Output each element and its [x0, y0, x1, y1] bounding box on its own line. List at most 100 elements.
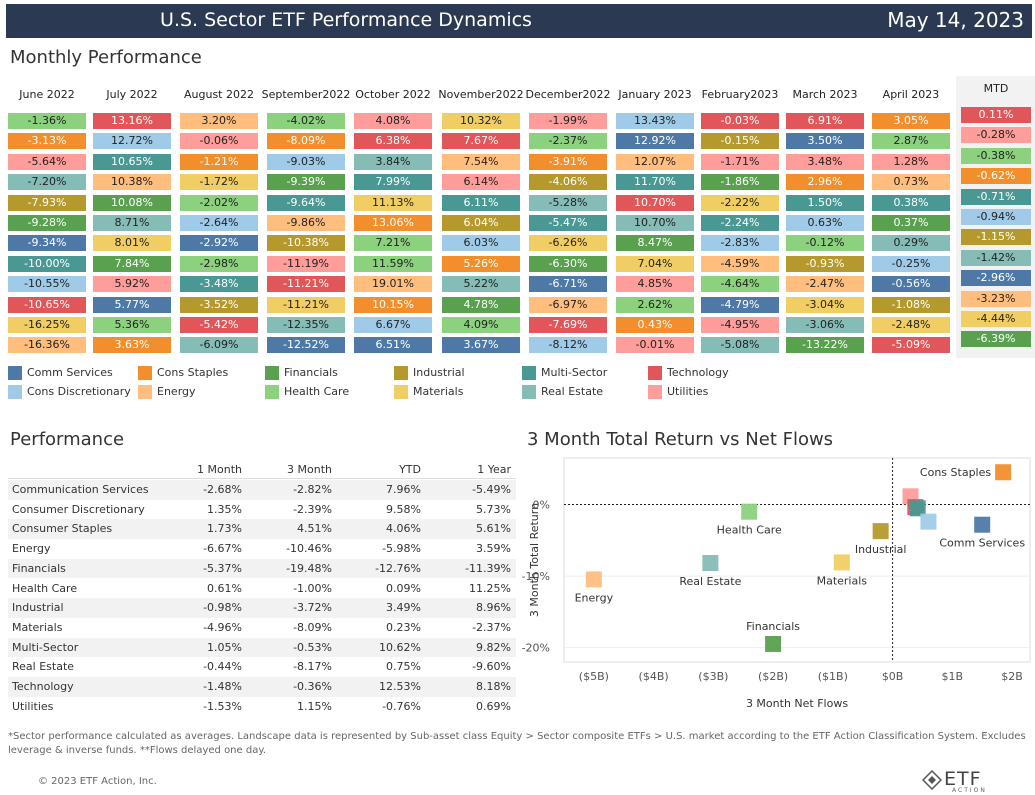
performance-value: -1.53% [203, 699, 242, 713]
performance-value: -5.49% [472, 483, 511, 496]
heatmap-cell: -6.39% [961, 331, 1031, 348]
performance-value: 0.69% [476, 699, 511, 713]
heatmap-cell: 10.70% [616, 215, 694, 231]
heatmap-cell: 7.84% [93, 255, 171, 272]
heatmap-cell: -0.94% [961, 209, 1031, 225]
performance-value: -0.76% [382, 699, 421, 713]
heatmap-cell: 3.20% [180, 113, 258, 129]
scatter-point [741, 503, 758, 520]
performance-value: 11.25% [469, 581, 511, 595]
heatmap-cell: -4.02% [267, 113, 345, 129]
legend-label: Financials [284, 366, 338, 379]
heatmap-cell: -0.38% [961, 147, 1031, 164]
sector-name: Communication Services [12, 483, 149, 496]
heatmap-cell: -2.47% [786, 276, 864, 293]
performance-value: -2.68% [203, 483, 242, 496]
heatmap-cell: -0.06% [180, 133, 258, 150]
heatmap-cell: 0.43% [616, 317, 694, 333]
heatmap-cell: -12.35% [267, 317, 345, 333]
heatmap-cell: -2.96% [961, 270, 1031, 287]
scatter-point [995, 464, 1012, 481]
scatter-point-label: Financials [746, 620, 800, 633]
heatmap-cell: -1.15% [961, 229, 1031, 246]
performance-value: -2.37% [472, 620, 511, 634]
scatter-title: 3 Month Total Return vs Net Flows [527, 429, 834, 450]
sector-name: Health Care [12, 581, 78, 595]
performance-value: 9.58% [386, 502, 421, 516]
y-tick-label: -20% [522, 642, 550, 655]
legend-label: Multi-Sector [541, 366, 608, 379]
heatmap-cell: 7.04% [616, 255, 694, 272]
scatter-point-label: Energy [575, 591, 614, 604]
heatmap-cell: -0.25% [872, 255, 950, 272]
legend-item: Real Estate [522, 385, 603, 401]
legend-item: Health Care [265, 385, 349, 401]
heatmap-cell: -8.09% [267, 133, 345, 150]
heatmap-cell: 8.71% [93, 215, 171, 231]
legend-swatch [265, 366, 279, 380]
heatmap-cell: -3.91% [529, 153, 607, 170]
heatmap-cell: 7.99% [354, 174, 432, 191]
heatmap-cell: -11.19% [267, 255, 345, 272]
heatmap-cell: -1.86% [701, 174, 779, 191]
x-tick-label: ($2B) [758, 670, 788, 683]
heatmap-cell: -0.93% [786, 255, 864, 272]
plot-area-border [563, 457, 1031, 663]
table-row: Technology -1.48% -0.36% 12.53% 8.18% [8, 677, 516, 697]
heatmap-cell: 3.48% [786, 153, 864, 170]
performance-value: 9.82% [476, 640, 511, 654]
heatmap-cell: -1.42% [961, 249, 1031, 266]
heatmap-cell: -1.21% [180, 153, 258, 170]
performance-value: -1.00% [293, 581, 332, 595]
heatmap-cell: -1.72% [180, 174, 258, 191]
performance-table-header: 1 Month 3 Month YTD 1 Year [8, 461, 516, 479]
heatmap-cell: 5.36% [93, 317, 171, 333]
heatmap-cell: 12.72% [93, 133, 171, 150]
table-row: Utilities -1.53% 1.15% -0.76% 0.69% [8, 697, 516, 717]
heatmap-cell: -3.48% [180, 276, 258, 293]
heatmap-cell: -10.65% [8, 296, 86, 313]
legend-label: Real Estate [541, 385, 604, 398]
table-row: Consumer Staples 1.73% 4.51% 4.06% 5.61% [8, 519, 516, 540]
performance-column-header: 3 Month [287, 463, 332, 476]
legend-swatch [138, 366, 152, 380]
heatmap-cell: 3.50% [786, 133, 864, 150]
performance-value: -5.37% [203, 561, 242, 575]
heatmap-cell: 2.87% [872, 133, 950, 150]
scatter-point-label: Cons Staples [920, 466, 991, 479]
heatmap-cell: -6.09% [180, 337, 258, 354]
performance-value: 1.15% [297, 699, 332, 713]
scatter-point-label: Real Estate [679, 575, 741, 588]
heatmap-cell: 8.01% [93, 235, 171, 252]
heatmap-cell: -13.22% [786, 337, 864, 354]
header-bar: U.S. Sector ETF Performance Dynamics May… [6, 4, 1032, 38]
heatmap-cell: 1.50% [786, 194, 864, 211]
legend-label: Industrial [413, 366, 465, 379]
heatmap-cell: -5.09% [872, 337, 950, 354]
etf-action-logo: ETF ACTION [922, 768, 992, 794]
performance-value: 5.61% [476, 522, 511, 536]
heatmap-cell: -12.52% [267, 337, 345, 354]
heatmap-cell: -2.02% [180, 194, 258, 211]
heatmap-cell: 0.29% [872, 235, 950, 252]
heatmap-column-header: MTD [983, 81, 1009, 95]
performance-value: 1.05% [207, 640, 242, 654]
heatmap-cell: -0.03% [701, 113, 779, 129]
heatmap-cell: 7.67% [442, 133, 520, 150]
heatmap-cell: 4.78% [442, 296, 520, 313]
copyright: © 2023 ETF Action, Inc. [38, 776, 157, 787]
performance-value: 1.35% [207, 502, 242, 516]
performance-title: Performance [10, 429, 125, 450]
heatmap-cell: -4.95% [701, 317, 779, 333]
performance-value: 4.51% [297, 522, 332, 536]
heatmap-cell: 10.65% [93, 153, 171, 170]
heatmap-cell: 10.32% [442, 113, 520, 129]
sector-name: Multi-Sector [12, 640, 79, 654]
performance-value: 5.73% [476, 502, 511, 516]
heatmap-cell: -5.47% [529, 215, 607, 231]
x-tick-label: $1B [942, 670, 964, 683]
heatmap-cell: -5.64% [8, 153, 86, 170]
heatmap-cell: 5.92% [93, 276, 171, 293]
heatmap-cell: -2.48% [872, 317, 950, 333]
heatmap-cell: 12.07% [616, 153, 694, 170]
